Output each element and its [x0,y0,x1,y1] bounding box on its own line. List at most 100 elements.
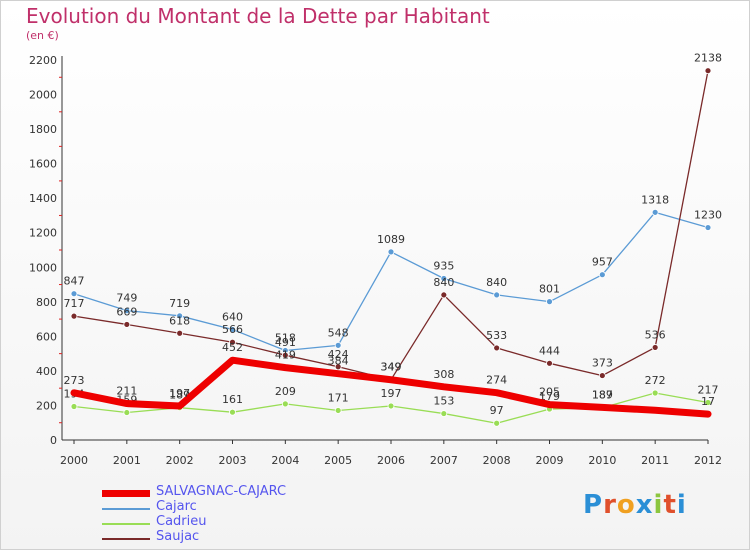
x-tick-label: 2010 [588,454,616,467]
data-label: 197 [169,387,190,400]
data-label: 840 [433,276,454,289]
data-label: 548 [328,326,349,339]
series-point-1 [229,326,236,333]
data-label: 349 [381,361,402,374]
series-line-0 [70,356,712,418]
series-point-2 [704,399,712,406]
series-point-3 [598,372,606,379]
chart-title: Evolution du Montant de la Dette par Hab… [26,4,490,28]
data-label: 717 [64,297,85,310]
data-label: 211 [116,385,137,398]
series-point-3 [176,329,184,337]
series-point-3 [123,321,131,328]
y-tick-label: 1400 [29,192,57,205]
series-point-3 [704,67,712,75]
series-point-1 [440,275,448,282]
series-point-2 [387,402,395,410]
x-tick-label: 2001 [113,454,141,467]
data-label: 273 [64,374,85,387]
legend-swatch-cadrieu [102,523,150,525]
series-point-1 [176,312,184,320]
series-point-1 [123,307,131,315]
data-label: 491 [275,336,296,349]
data-label: 749 [116,292,137,305]
y-tick-label: 1800 [29,123,57,136]
series-point-3 [229,338,236,346]
data-label: 536 [645,328,666,341]
x-tick-label: 2007 [430,454,458,467]
data-label: 566 [222,323,243,336]
y-tick-label: 600 [36,330,57,343]
data-label: 97 [490,404,504,417]
y-tick-label: 2200 [29,54,57,67]
data-label: 189 [592,388,613,401]
series-point-3 [334,363,342,371]
series-point-1 [651,208,659,216]
series-point-2 [334,407,342,414]
series-point-2 [229,408,236,416]
data-label: 161 [222,393,243,406]
series-point-3 [440,291,448,299]
series-point-3 [651,344,659,351]
data-label: 373 [592,357,613,370]
data-label: 935 [433,260,454,273]
x-tick-label: 2011 [641,454,669,467]
series-point-1 [334,341,342,349]
data-label: 349 [381,361,402,374]
series-point-1 [704,224,712,231]
x-tick-label: 2003 [219,454,247,467]
x-tick-label: 2000 [60,454,88,467]
data-label: 197 [381,387,402,400]
x-tick-label: 2006 [377,454,405,467]
data-label: 847 [64,275,85,288]
y-tick-label: 800 [36,296,57,309]
series-point-3 [70,312,78,320]
series-point-1 [70,290,78,298]
data-label: 640 [222,310,243,323]
y-tick-label: 0 [50,434,57,447]
data-label: 153 [433,395,454,408]
data-label: 957 [592,256,613,269]
data-label: 217 [698,384,719,397]
data-label: 171 [328,391,349,404]
data-label: 618 [169,314,190,327]
data-label: 444 [539,344,560,357]
data-label: 272 [645,374,666,387]
data-label: 205 [539,386,560,399]
y-tick-label: 1600 [29,158,57,171]
data-label: 274 [486,374,507,387]
x-tick-label: 2002 [166,454,194,467]
data-label: 17 [701,395,715,408]
data-label: 209 [275,385,296,398]
data-label: 424 [328,348,349,361]
legend-label-cadrieu: Cadrieu [156,514,207,529]
x-tick-label: 2005 [324,454,352,467]
data-label: 308 [433,368,454,381]
data-label: 533 [486,329,507,342]
legend-label-saujac: Saujac [156,529,200,544]
x-tick-label: 2009 [536,454,564,467]
legend-swatch-salvagnac [102,490,150,497]
data-label: 419 [275,349,296,362]
series-point-2 [493,419,501,427]
data-label: 384 [328,355,349,368]
series-point-2 [651,389,659,397]
legend-swatch-cajarc [102,508,150,510]
series-point-2 [70,403,78,410]
data-label: 801 [539,283,560,296]
data-label: 1089 [377,233,405,246]
series-point-2 [123,409,131,416]
legend-label-cajarc: Cajarc [156,499,197,514]
y-tick-label: 1200 [29,227,57,240]
series-line-3 [73,70,709,381]
data-label: 840 [486,276,507,289]
series-point-1 [546,298,553,306]
series-point-1 [598,271,606,279]
chart-subtitle: (en €) [26,29,59,42]
data-label: 669 [116,305,137,318]
series-point-2 [440,410,448,417]
legend-swatch-saujac [102,538,150,540]
y-tick-label: 400 [36,365,57,378]
series-point-3 [546,359,553,367]
